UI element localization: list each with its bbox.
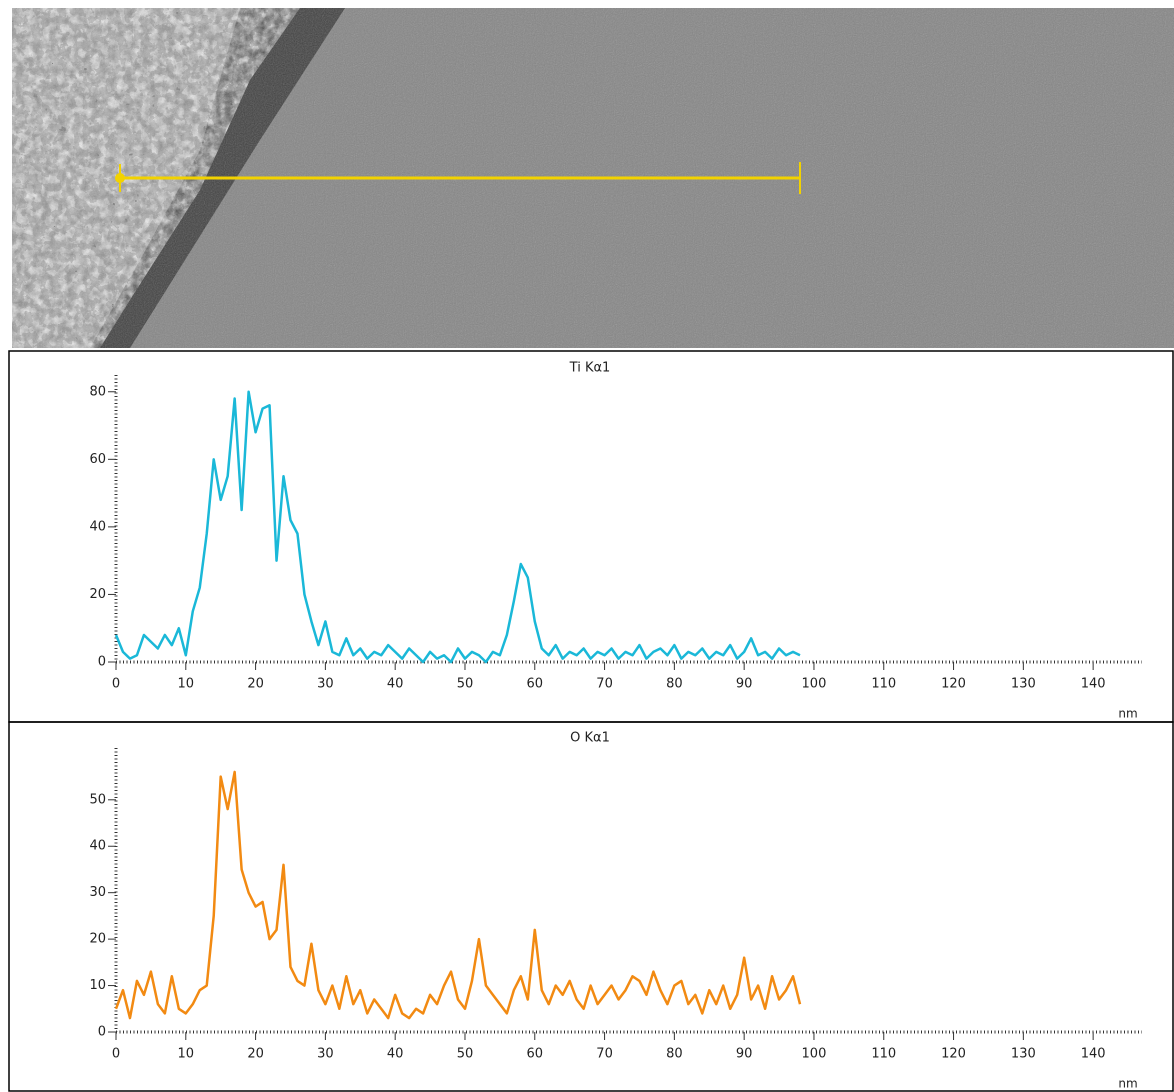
x-tick-label: 40 — [387, 677, 404, 692]
y-tick-label: 40 — [89, 519, 106, 534]
x-tick-label: 70 — [596, 1047, 613, 1062]
x-tick-label: 50 — [457, 1047, 474, 1062]
x-tick-label: 100 — [802, 677, 827, 692]
y-tick-label: 10 — [89, 978, 106, 993]
x-tick-label: 90 — [736, 1047, 753, 1062]
data-line — [114, 770, 802, 1020]
x-tick-label: 120 — [941, 1047, 966, 1062]
x-tick-label: 110 — [871, 677, 896, 692]
x-tick-label: 20 — [247, 1047, 264, 1062]
x-tick-label: 130 — [1011, 677, 1036, 692]
x-axis-label: nm — [1118, 1077, 1137, 1091]
x-tick-label: 40 — [387, 1047, 404, 1062]
x-tick-label: 140 — [1081, 677, 1106, 692]
y-tick-label: 20 — [89, 932, 106, 947]
y-tick-label: 50 — [89, 792, 106, 807]
x-tick-label: 90 — [736, 677, 753, 692]
x-tick-label: 10 — [178, 1047, 195, 1062]
x-axis-label: nm — [1118, 707, 1137, 721]
x-tick-label: 140 — [1081, 1047, 1106, 1062]
y-tick-label: 0 — [98, 1025, 106, 1040]
x-tick-label: 80 — [666, 1047, 683, 1062]
x-tick-label: 110 — [871, 1047, 896, 1062]
x-tick-label: 10 — [178, 677, 195, 692]
x-tick-label: 30 — [317, 677, 334, 692]
x-tick-label: 80 — [666, 677, 683, 692]
x-tick-label: 70 — [596, 677, 613, 692]
y-tick-label: 30 — [89, 885, 106, 900]
chart-title: Ti Kα1 — [569, 361, 611, 376]
x-tick-label: 0 — [112, 677, 120, 692]
y-tick-label: 0 — [98, 655, 106, 670]
x-tick-label: 120 — [941, 677, 966, 692]
y-tick-label: 20 — [89, 587, 106, 602]
micrograph — [12, 8, 1174, 348]
chart-title: O Kα1 — [570, 731, 610, 746]
x-tick-label: 130 — [1011, 1047, 1036, 1062]
y-tick-label: 60 — [89, 452, 106, 467]
x-tick-label: 60 — [527, 677, 544, 692]
panel — [8, 350, 1174, 723]
x-tick-label: 50 — [457, 677, 474, 692]
x-tick-label: 100 — [802, 1047, 827, 1062]
panel — [8, 721, 1174, 1092]
x-tick-label: 0 — [112, 1047, 120, 1062]
data-line — [114, 390, 801, 664]
x-tick-label: 20 — [247, 677, 264, 692]
x-tick-label: 30 — [317, 1047, 334, 1062]
x-tick-label: 60 — [527, 1047, 544, 1062]
y-tick-label: 80 — [89, 384, 106, 399]
y-tick-label: 40 — [89, 839, 106, 854]
